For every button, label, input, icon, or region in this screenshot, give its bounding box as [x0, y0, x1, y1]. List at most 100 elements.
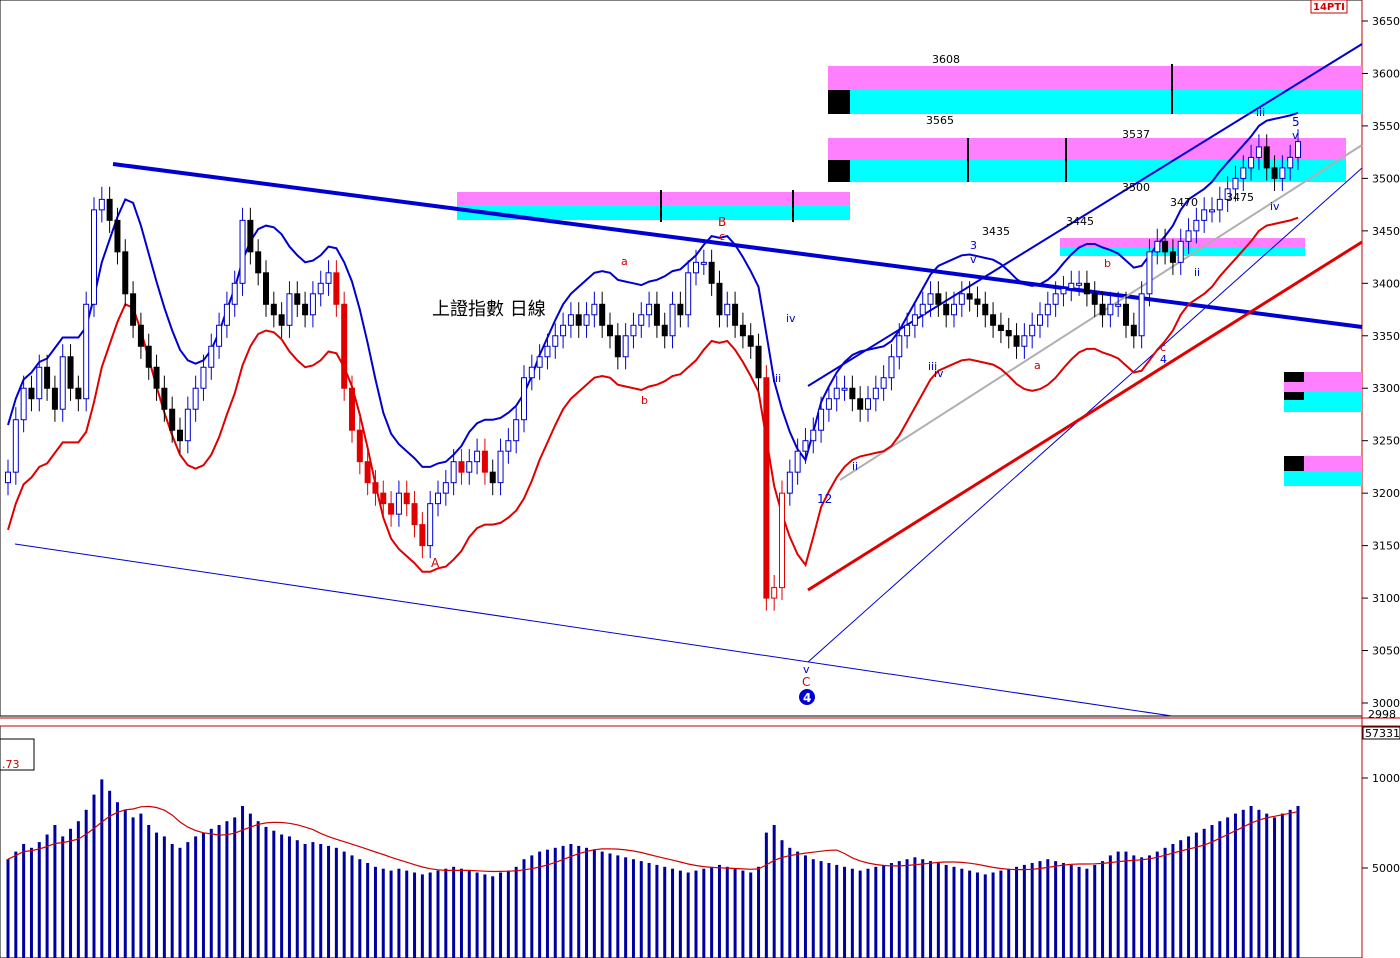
candle-body: [739, 324, 746, 337]
volume-bar: [225, 821, 229, 958]
volume-bar: [428, 872, 432, 958]
volume-bar: [1124, 851, 1128, 958]
volume-bar: [280, 834, 284, 958]
price-panel-frame: [0, 0, 1363, 717]
volume-bar: [467, 870, 471, 958]
volume-bar: [671, 868, 675, 958]
candle-body: [137, 324, 144, 347]
candle-body: [1240, 167, 1247, 179]
volume-bar: [788, 847, 792, 958]
volume-bar: [37, 842, 41, 958]
volume-bar: [936, 863, 940, 958]
volume-bar: [389, 870, 393, 958]
wave-ii: ii: [852, 460, 858, 473]
candle-body: [497, 450, 504, 484]
candle-body: [184, 408, 191, 442]
volume-bar: [1132, 855, 1136, 958]
level-3470: 3470: [1170, 196, 1198, 209]
wave-b-2: b: [1104, 257, 1111, 270]
candle-body: [747, 335, 754, 347]
candle-body: [779, 492, 785, 589]
volume-bar: [201, 832, 205, 958]
volume-bar: [530, 855, 534, 958]
candle-body: [919, 303, 926, 316]
candle-body: [841, 387, 848, 391]
volume-bar: [585, 847, 589, 958]
volume-bar: [819, 861, 823, 958]
candle-body: [849, 387, 856, 400]
band-3480-cyan: [457, 206, 850, 220]
candle-body: [419, 524, 426, 547]
volume-bar: [647, 863, 651, 958]
candle-body: [544, 345, 551, 358]
volume-bar: [1179, 840, 1183, 958]
wave-5: 5: [1292, 115, 1300, 129]
volume-bar: [61, 836, 65, 958]
volume-bar: [1257, 809, 1261, 958]
candle-body: [1083, 282, 1090, 295]
chart-title: 上證指數 日線: [432, 299, 546, 320]
wave-ii-2: ii: [1194, 266, 1200, 279]
candle-body: [169, 408, 176, 431]
candle-body: [364, 461, 371, 484]
volume-bar: [624, 857, 628, 958]
candle-body: [528, 366, 535, 379]
candle-body: [1162, 240, 1169, 253]
volume-bar: [929, 861, 933, 958]
volume-bar: [186, 842, 190, 958]
candle-body: [951, 303, 957, 316]
volume-bar: [1093, 864, 1097, 958]
candle-body: [12, 419, 19, 473]
volume-bar: [725, 866, 729, 958]
volume-value-box: [0, 738, 35, 771]
volume-bar: [1241, 809, 1245, 958]
volume-bar: [749, 872, 753, 958]
volume-bar: [256, 821, 260, 958]
candle-body: [1076, 282, 1083, 286]
volume-bar: [217, 825, 221, 958]
price-tick-label: 3000: [1372, 697, 1400, 710]
volume-ma: [7, 805, 1299, 873]
candle-body: [106, 198, 113, 221]
candle-body: [83, 303, 90, 400]
candle-body: [59, 356, 66, 410]
volume-bar: [1249, 806, 1253, 958]
volume-bar: [1265, 813, 1269, 958]
level-3537: 3537: [1122, 128, 1150, 141]
candle-body: [1193, 219, 1200, 232]
candle-body: [982, 303, 989, 316]
volume-bars: [6, 779, 1300, 958]
candle-body: [489, 471, 496, 484]
candle-body: [825, 398, 832, 410]
wave-4: 4: [1160, 353, 1167, 366]
price-tick-label: 3050: [1372, 645, 1400, 658]
volume-bar: [413, 872, 417, 958]
candle-body: [536, 356, 543, 368]
volume-bar: [999, 870, 1003, 958]
volume-bar: [1147, 855, 1151, 958]
volume-bar: [241, 806, 245, 958]
candle-body: [1138, 293, 1145, 337]
candle-body: [302, 303, 309, 316]
volume-bar: [373, 866, 377, 958]
volume-bar: [194, 836, 198, 958]
volume-bar: [983, 874, 987, 958]
candle-body: [153, 366, 160, 389]
candle-body: [395, 492, 402, 515]
volume-bar: [272, 830, 276, 958]
candle-body: [51, 387, 58, 410]
candle-body: [1295, 141, 1301, 158]
volume-top-box: [1362, 726, 1400, 740]
candle-body: [177, 429, 183, 442]
volume-bar: [1202, 828, 1206, 958]
candle-body: [75, 387, 82, 400]
candle-body: [458, 461, 465, 473]
candle-body: [1279, 167, 1286, 179]
candle-body: [802, 440, 809, 452]
volume-tick-10000: 10000: [1372, 772, 1400, 785]
candle-body: [1005, 330, 1012, 337]
candle-body: [5, 471, 11, 484]
volume-bar: [108, 790, 112, 958]
candle-body: [614, 335, 621, 358]
